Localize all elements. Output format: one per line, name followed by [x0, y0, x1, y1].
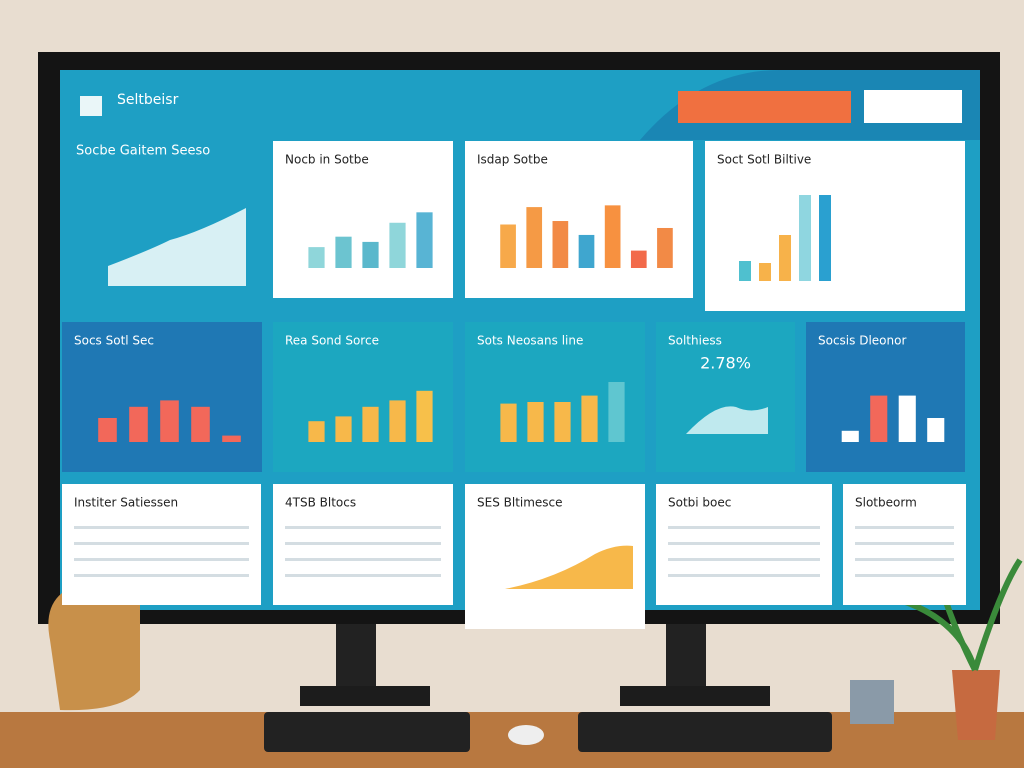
bar	[657, 227, 673, 268]
bar	[527, 402, 544, 442]
card	[705, 141, 965, 311]
bar	[416, 390, 433, 442]
bar	[416, 212, 433, 268]
card	[656, 322, 795, 472]
intro-title: Socbe Gaitem Seeso	[76, 144, 210, 159]
list-row	[74, 574, 249, 577]
bar	[554, 402, 571, 442]
bar	[129, 406, 148, 442]
bar	[841, 430, 859, 442]
list-row	[74, 558, 249, 561]
list-row	[855, 558, 954, 561]
stand	[336, 620, 376, 690]
bar	[308, 421, 325, 442]
stand-base	[300, 686, 430, 706]
card-title: Isdap Sotbe	[477, 153, 548, 167]
list-row	[668, 558, 820, 561]
card-title: Sots Neosans line	[477, 334, 583, 348]
stand-base	[620, 686, 770, 706]
card-title: Socs Sotl Sec	[74, 334, 154, 348]
card-title: Slotbeorm	[855, 496, 917, 510]
list-row	[855, 574, 954, 577]
bar	[191, 406, 210, 442]
bar	[500, 403, 517, 442]
bar	[362, 241, 379, 268]
card-title: Sotbi boec	[668, 496, 731, 510]
bar	[779, 235, 791, 281]
list-row	[668, 542, 820, 545]
plant-pot	[952, 670, 1000, 740]
list-row	[74, 542, 249, 545]
bar	[389, 222, 406, 268]
card-title: Rea Sond Sorce	[285, 334, 379, 348]
card-title: SES Bltimesce	[477, 496, 563, 510]
bar	[335, 236, 352, 268]
card-title: Socsis Dleonor	[818, 334, 906, 348]
bar	[362, 406, 379, 442]
bar	[389, 400, 406, 442]
logo	[80, 96, 102, 116]
bar	[500, 224, 516, 268]
bar	[308, 247, 325, 268]
keyboard	[264, 712, 470, 752]
list-row	[285, 574, 441, 577]
basket	[48, 580, 141, 711]
area-chart	[505, 545, 633, 589]
keyboard	[578, 712, 832, 752]
bar	[608, 382, 625, 442]
card-title: Soct Sotl Biltive	[717, 153, 811, 167]
bar	[819, 195, 831, 281]
card-title: Nocb in Sotbe	[285, 153, 369, 167]
list-row	[74, 526, 249, 529]
area-chart	[108, 208, 246, 286]
bar	[799, 195, 811, 281]
bar	[552, 221, 569, 268]
bar	[335, 416, 352, 442]
list-row	[285, 526, 441, 529]
list-row	[668, 574, 820, 577]
list-row	[855, 542, 954, 545]
plant-pot	[850, 680, 894, 724]
list-row	[285, 542, 441, 545]
card	[62, 322, 262, 472]
area-chart	[686, 406, 768, 434]
bar	[898, 395, 916, 442]
bar	[578, 234, 595, 268]
list-row	[668, 526, 820, 529]
bar	[759, 263, 771, 281]
bar	[526, 207, 543, 268]
list-row	[855, 526, 954, 529]
app-title: Seltbeisr	[117, 92, 179, 108]
card	[465, 141, 693, 298]
mouse	[508, 725, 544, 745]
bar	[630, 250, 647, 268]
bar	[222, 435, 241, 442]
search-box[interactable]	[864, 90, 962, 123]
kpi: 2.78%	[700, 354, 751, 373]
bar	[927, 418, 945, 442]
bar	[739, 261, 751, 281]
bar	[870, 395, 888, 442]
bar	[98, 418, 117, 442]
card-title: Solthiess	[668, 334, 722, 348]
stand	[666, 620, 706, 690]
bar	[160, 400, 179, 442]
button[interactable]	[678, 91, 851, 123]
bar	[581, 395, 598, 442]
card-title: Institer Satiessen	[74, 496, 178, 510]
list-row	[285, 558, 441, 561]
card-title: 4TSB Bltocs	[285, 496, 356, 510]
bar	[604, 205, 621, 268]
